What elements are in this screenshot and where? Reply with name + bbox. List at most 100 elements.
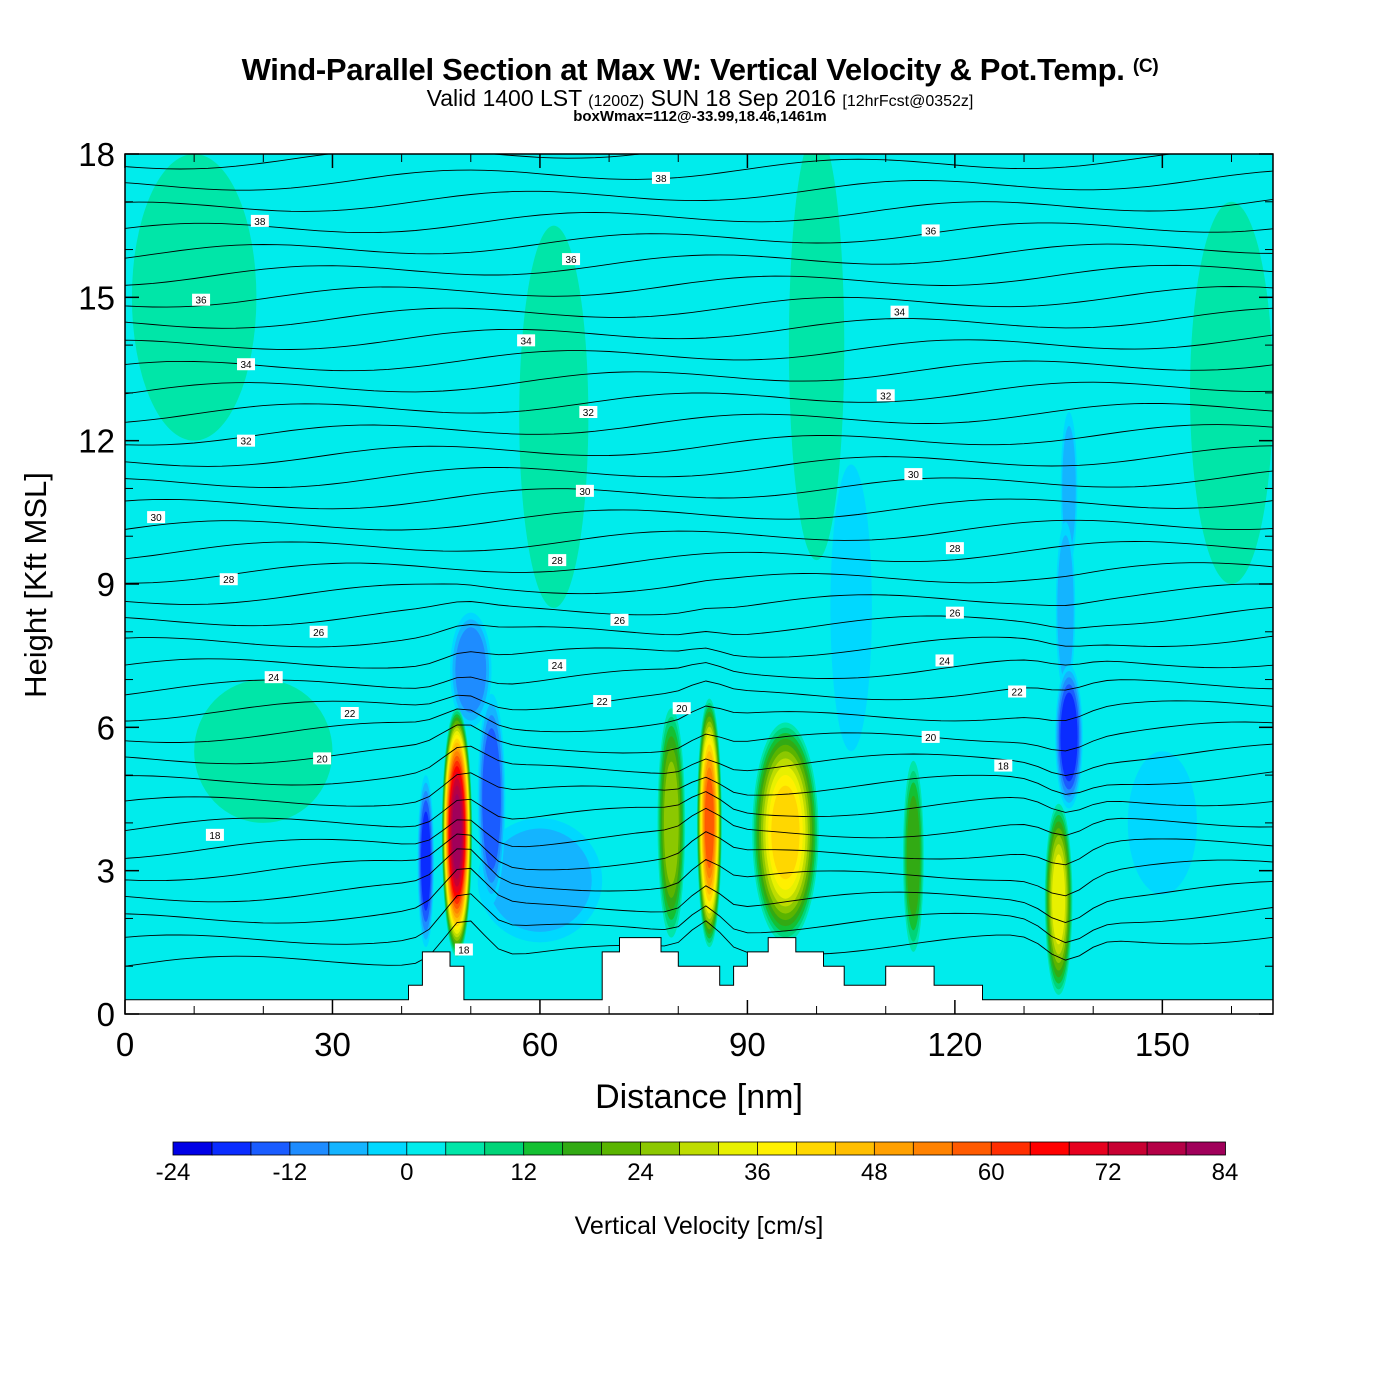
theta-contour-line (125, 893, 1273, 945)
contour-label-box (237, 434, 256, 447)
colorbar-swatch (873, 1141, 915, 1156)
colorbar-swatch (484, 1141, 525, 1156)
contour-label-text: 28 (949, 544, 961, 555)
contour-label-box (237, 358, 256, 371)
contour-label-box (250, 214, 269, 227)
velocity-cell (519, 225, 589, 608)
contour-label: 26 (610, 613, 629, 627)
contour-label-box (548, 554, 567, 567)
contour-label: 18 (454, 943, 473, 957)
terrain (125, 937, 1273, 1014)
contour-label-box (651, 171, 670, 184)
theta-contour-line (125, 920, 1273, 967)
contour-label-box (454, 943, 473, 956)
colorbar: -24 -12 0 12 24 36 48 60 72 84 (156, 1141, 1239, 1186)
y-tick-label: 0 (97, 996, 115, 1033)
velocity-contour (704, 777, 714, 869)
contour-label: 36 (562, 253, 581, 266)
velocity-cell (194, 679, 333, 823)
velocity-cell (788, 154, 845, 561)
contour-label: 24 (548, 659, 567, 672)
y-tick-label: 15 (78, 279, 115, 316)
colorbar-swatch (250, 1141, 291, 1156)
y-tick-label: 9 (97, 566, 115, 603)
velocity-cell (1055, 665, 1083, 809)
contour-label-box (548, 659, 567, 672)
contour-label: 38 (651, 171, 670, 185)
colorbar-swatch (406, 1141, 447, 1156)
contour-label-text: 22 (344, 709, 356, 720)
contour-label-text: 26 (949, 609, 961, 620)
contour-label: 26 (309, 625, 328, 639)
contour-label-box (562, 253, 581, 266)
contour-label: 36 (921, 224, 940, 237)
colorbar-tick-label: 0 (400, 1159, 413, 1186)
contour-label-text: 22 (1012, 688, 1024, 699)
contour-label-box (1008, 685, 1027, 698)
contour-label: 28 (219, 573, 238, 586)
contour-label-text: 38 (655, 174, 667, 185)
colorbar-tick-label: 84 (1212, 1159, 1239, 1186)
colorbar-swatch (679, 1141, 720, 1156)
velocity-cell (1127, 751, 1197, 895)
contour-label: 22 (1008, 685, 1027, 699)
velocity-cell (1044, 803, 1073, 995)
velocity-contour (455, 627, 487, 713)
contour-label-text: 34 (521, 336, 533, 347)
contour-label: 32 (579, 406, 598, 419)
x-tick-label: 90 (729, 1026, 766, 1063)
theta-contour-line (125, 106, 1273, 148)
theta-contour-line (125, 700, 1273, 743)
contour-label: 20 (921, 730, 940, 744)
colorbar-swatch (601, 1141, 642, 1156)
theta-contour-line (125, 867, 1273, 924)
contour-label-text: 34 (240, 360, 252, 371)
contour-label-box (264, 671, 283, 684)
contour-label-text: 36 (565, 255, 577, 266)
x-tick-label: 60 (522, 1026, 559, 1063)
contour-label-box (904, 468, 923, 481)
theta-contour-line (125, 360, 1273, 395)
contour-label: 34 (890, 305, 909, 319)
contour-label-text: 24 (268, 673, 280, 684)
contour-label-text: 30 (908, 470, 920, 481)
theta-contour-line (125, 848, 1273, 903)
colorbar-swatch (834, 1141, 876, 1156)
colorbar-swatch (1068, 1141, 1110, 1156)
velocity-contour (1060, 692, 1078, 782)
velocity-contour (906, 795, 920, 917)
x-tick-label: 150 (1135, 1026, 1190, 1063)
contour-label-box (945, 542, 964, 555)
contour-label-box (205, 828, 224, 841)
colorbar-swatch (211, 1141, 252, 1156)
colorbar-swatch (796, 1141, 837, 1156)
colorbar-swatch (172, 1141, 213, 1156)
contour-label-text: 34 (894, 308, 906, 319)
contour-label-text: 24 (939, 656, 951, 667)
contour-label: 20 (672, 702, 691, 715)
contour-label-box (890, 305, 909, 318)
contour-label-box (921, 224, 940, 237)
velocity-contour (452, 794, 462, 871)
velocity-cell (657, 708, 686, 938)
contour-label-box (340, 707, 359, 719)
contour-label-text: 30 (151, 513, 163, 524)
theta-contour-line (125, 519, 1273, 560)
contour-label-box (309, 625, 328, 638)
contour-label: 30 (575, 484, 594, 498)
theta-contour-line (125, 743, 1273, 786)
theta-contour-line (125, 154, 1175, 191)
theta-contour-line (125, 170, 1273, 212)
velocity-cell (441, 708, 473, 957)
contour-label-text: 32 (583, 408, 595, 419)
forecast-info: [12hrFcst@0352z] (842, 93, 974, 110)
velocity-contour (1052, 854, 1066, 945)
contour-label: 18 (994, 759, 1013, 773)
velocity-contour (1190, 201, 1273, 584)
theta-contour-line (125, 198, 1273, 234)
valid-date: SUN 18 Sep 2016 (650, 85, 836, 111)
contour-label-text: 26 (313, 628, 325, 639)
contour-labels: 38 38 36 36 36 34 34 34 32 32 32 30 30 30 28 28 28 26 26 26… (147, 171, 1027, 957)
theta-contour-line (125, 424, 1273, 467)
